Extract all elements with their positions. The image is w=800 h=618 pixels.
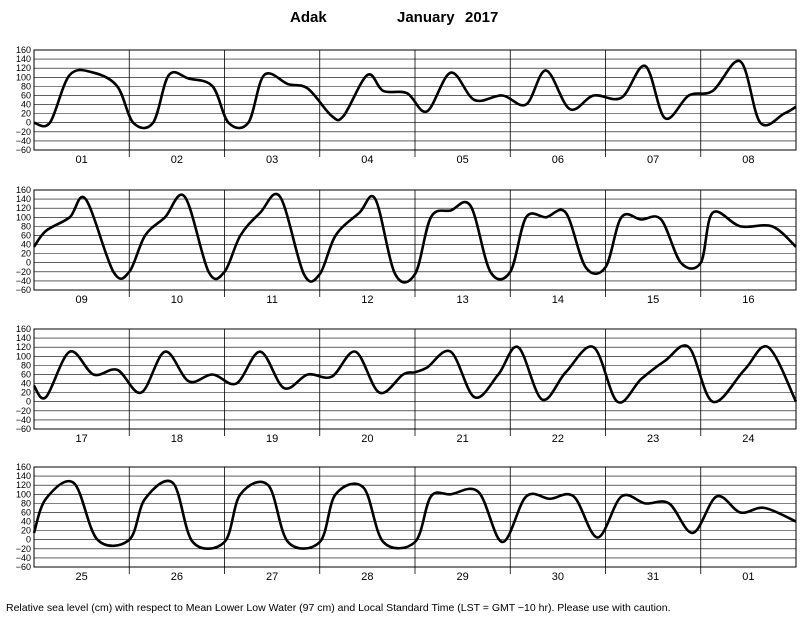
y-tick-label: 80: [21, 498, 31, 508]
tide-curve: [32, 344, 798, 404]
y-tick-label: 120: [16, 63, 31, 73]
day-label: 28: [361, 571, 373, 583]
day-label: 11: [266, 294, 277, 306]
y-tick-label: 20: [21, 109, 31, 119]
day-label: 19: [266, 433, 278, 445]
y-tick-label: 140: [16, 194, 31, 204]
y-tick-label: 160: [16, 185, 31, 195]
day-label: 04: [361, 154, 373, 166]
y-tick-label: 160: [16, 324, 31, 334]
day-label: 18: [171, 433, 183, 445]
y-tick-label: 0: [26, 258, 31, 268]
y-tick-label: 100: [16, 72, 31, 82]
y-tick-label: −60: [16, 285, 31, 295]
panel-frame: [33, 466, 797, 568]
y-tick-label: 80: [21, 81, 31, 91]
y-tick-label: 60: [21, 90, 31, 100]
y-tick-label: −20: [16, 406, 31, 416]
y-tick-label: 20: [21, 249, 31, 259]
day-label: 22: [552, 433, 564, 445]
y-tick-label: 100: [16, 351, 31, 361]
y-tick-label: 40: [21, 379, 31, 389]
y-tick-label: −60: [16, 145, 31, 155]
y-tick-label: 0: [26, 535, 31, 545]
y-tick-label: 140: [16, 54, 31, 64]
y-tick-label: −40: [16, 136, 31, 146]
y-tick-label: −40: [16, 415, 31, 425]
y-tick-label: 20: [21, 526, 31, 536]
month-name: January: [397, 9, 455, 26]
year-label: 2017: [465, 9, 498, 26]
y-tick-label: 120: [16, 342, 31, 352]
day-label: 01: [742, 571, 754, 583]
y-tick-label: 40: [21, 240, 31, 250]
footnote: Relative sea level (cm) with respect to …: [6, 602, 671, 614]
y-tick-label: 80: [21, 221, 31, 231]
y-tick-label: −20: [16, 127, 31, 137]
y-tick-label: 20: [21, 388, 31, 398]
day-label: 01: [76, 154, 88, 166]
day-label: 21: [457, 433, 469, 445]
day-label: 06: [552, 154, 564, 166]
station-name: Adak: [290, 9, 327, 26]
y-tick-label: −20: [16, 267, 31, 277]
tide-curve: [32, 192, 797, 284]
day-label: 12: [361, 294, 373, 306]
day-label: 26: [171, 571, 183, 583]
day-label: 10: [171, 294, 183, 306]
y-tick-label: 60: [21, 369, 31, 379]
y-tick-label: 100: [16, 212, 31, 222]
day-label: 25: [76, 571, 88, 583]
day-label: 27: [266, 571, 278, 583]
y-tick-label: 40: [21, 100, 31, 110]
day-label: 31: [647, 571, 659, 583]
panel-frame: [33, 49, 797, 151]
y-tick-label: 140: [16, 471, 31, 481]
day-label: 15: [647, 294, 659, 306]
day-label: 30: [552, 571, 564, 583]
day-label: 16: [742, 294, 754, 306]
y-tick-label: −40: [16, 553, 31, 563]
day-label: 03: [266, 154, 278, 166]
y-tick-label: 0: [26, 118, 31, 128]
day-label: 05: [457, 154, 469, 166]
y-tick-label: 80: [21, 360, 31, 370]
day-label: 02: [171, 154, 183, 166]
y-tick-label: 60: [21, 230, 31, 240]
y-tick-label: 120: [16, 480, 31, 490]
y-tick-label: 0: [26, 397, 31, 407]
y-tick-label: 100: [16, 489, 31, 499]
chart-title: Adak January 2017: [290, 9, 498, 26]
panel-frame: [33, 189, 797, 291]
y-tick-label: 40: [21, 517, 31, 527]
y-tick-label: −60: [16, 424, 31, 434]
y-tick-label: 60: [21, 507, 31, 517]
panel-frame: [33, 328, 797, 430]
y-tick-label: −20: [16, 544, 31, 554]
day-label: 08: [742, 154, 754, 166]
day-label: 17: [76, 433, 88, 445]
y-tick-label: 140: [16, 333, 31, 343]
day-label: 20: [361, 433, 373, 445]
tide-curve: [32, 479, 797, 550]
day-label: 09: [76, 294, 88, 306]
y-tick-label: 120: [16, 203, 31, 213]
day-label: 23: [647, 433, 659, 445]
day-label: 14: [552, 294, 564, 306]
day-label: 07: [647, 154, 659, 166]
day-label: 13: [457, 294, 469, 306]
y-tick-label: −40: [16, 276, 31, 286]
y-tick-label: 160: [16, 45, 31, 55]
y-tick-label: 160: [16, 462, 31, 472]
day-label: 24: [742, 433, 754, 445]
y-tick-label: −60: [16, 562, 31, 572]
day-label: 29: [457, 571, 469, 583]
tide-curve: [33, 59, 797, 130]
